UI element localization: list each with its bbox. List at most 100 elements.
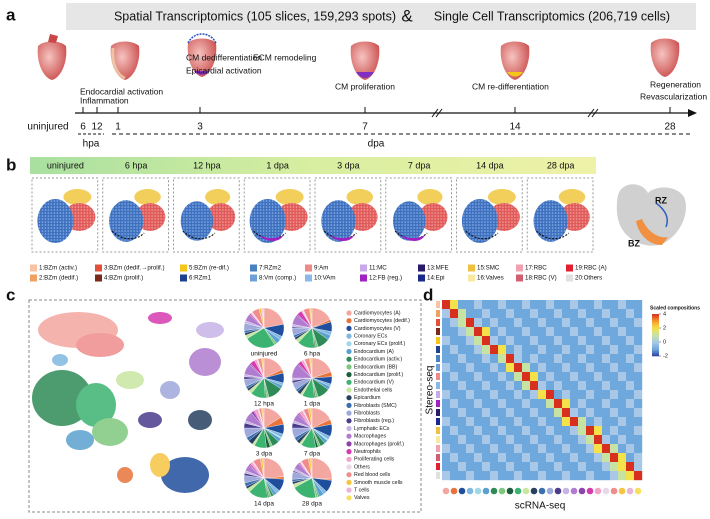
colorbar-segment — [652, 335, 659, 338]
heatmap-cell — [538, 336, 547, 346]
heatmap-cell — [522, 444, 531, 454]
pie-label: 1 dpa — [304, 401, 321, 408]
heatmap-cell — [466, 435, 475, 445]
legend-label: Fibroblasts (SMC) — [354, 403, 397, 409]
heatmap-cell — [506, 381, 515, 391]
heatmap-cell — [474, 372, 483, 382]
spatial-slice — [321, 189, 378, 242]
heatmap-cell — [626, 372, 635, 382]
heatmap-cell — [522, 453, 531, 463]
heatmap-cell — [618, 318, 627, 328]
heatmap-cell — [570, 327, 579, 337]
legend-label: 16:Valves — [477, 275, 504, 282]
heatmap-cell — [570, 417, 579, 427]
timepoint-label: 28 dpa — [547, 160, 575, 170]
heatmap-cell — [546, 444, 555, 454]
event-label: ECM remodeling — [253, 52, 317, 62]
heatmap-cell — [570, 309, 579, 319]
heatmap-cell — [586, 381, 595, 391]
heatmap-cell — [626, 471, 635, 481]
heatmap-cell — [498, 345, 507, 355]
heatmap-cell — [450, 390, 459, 400]
heatmap-cell — [498, 372, 507, 382]
heatmap-cell — [490, 408, 499, 418]
column-key — [538, 487, 546, 495]
timepoint-label: 28 — [664, 122, 676, 133]
slice-region — [249, 199, 286, 243]
heatmap-cell — [546, 345, 555, 355]
heatmap-cell — [482, 363, 491, 373]
heatmap-cell — [442, 309, 451, 319]
heatmap-cell — [578, 381, 587, 391]
heatmap-cell — [450, 345, 459, 355]
heatmap-cell — [554, 390, 563, 400]
colorbar-segment — [652, 349, 659, 352]
legend-label: Endocardium (V) — [354, 380, 394, 386]
timepoint-label: 12 — [91, 122, 103, 133]
heatmap-cell — [546, 300, 555, 310]
heatmap-cell — [562, 408, 571, 418]
heatmap-cell — [610, 354, 619, 364]
colorbar-segment — [652, 343, 659, 346]
legend-label: 4:BZm (prolif.) — [104, 275, 143, 282]
heatmap-cell — [626, 300, 635, 310]
heatmap-cell — [450, 372, 459, 382]
legend-label: Endocardium (activ.) — [354, 357, 402, 363]
heatmap-cell — [570, 345, 579, 355]
heatmap-cell — [578, 363, 587, 373]
slice-region — [346, 189, 374, 205]
heatmap-cell — [458, 417, 467, 427]
heatmap-cell — [546, 318, 555, 328]
heatmap-cell — [474, 354, 483, 364]
pie-slice — [311, 457, 333, 480]
spatial-slice — [392, 189, 448, 241]
heatmap-cell — [474, 399, 483, 409]
heatmap-cell — [458, 372, 467, 382]
heatmap-cell — [546, 327, 555, 337]
heatmap-cell — [554, 354, 563, 364]
heatmap-cell — [474, 462, 483, 472]
heatmap-cell — [594, 372, 603, 382]
heatmap-cell — [546, 354, 555, 364]
slice-region — [275, 189, 304, 205]
legend-swatch — [468, 264, 475, 272]
column-key — [602, 487, 610, 495]
legend-swatch — [566, 264, 573, 272]
heatmap-cell — [594, 336, 603, 346]
heatmap-cell — [482, 453, 491, 463]
heatmap-cell — [442, 435, 451, 445]
heatmap-cell — [546, 462, 555, 472]
heatmap-cell — [618, 300, 627, 310]
heatmap-cell — [618, 462, 627, 472]
heatmap-cell — [490, 453, 499, 463]
heatmap-cell — [466, 354, 475, 364]
heatmap-cell — [570, 453, 579, 463]
heatmap-cell — [442, 372, 451, 382]
heatmap-cell — [578, 408, 587, 418]
heatmap-cell — [594, 390, 603, 400]
event-label: CM dedifferentiation — [186, 52, 262, 62]
heatmap-cell — [610, 336, 619, 346]
colorbar-tick-label: 0 — [663, 339, 666, 345]
heatmap-cell — [498, 336, 507, 346]
heatmap-cell — [498, 417, 507, 427]
column-key — [490, 487, 498, 495]
slice-frame — [31, 177, 99, 253]
heatmap-cell — [634, 381, 643, 391]
legend-label: 3:BZm (dedif.→prolif.) — [104, 265, 165, 272]
heatmap-cell — [522, 363, 531, 373]
heatmap-cell — [530, 309, 539, 319]
timepoint-label: 1 — [115, 122, 121, 133]
heart-icons — [37, 33, 680, 80]
heatmap-cell — [562, 462, 571, 472]
heatmap-cell — [594, 363, 603, 373]
heatmap-cell — [514, 426, 523, 436]
heatmap-cell — [554, 435, 563, 445]
legend-label: Endothelial cells — [354, 387, 393, 393]
column-key — [458, 487, 466, 495]
heatmap-cell — [530, 435, 539, 445]
legend-label: Cardiomyocytes (V) — [354, 326, 401, 332]
heatmap-cell — [514, 372, 523, 382]
slice-frame — [385, 177, 452, 253]
heatmap-cell — [530, 300, 539, 310]
